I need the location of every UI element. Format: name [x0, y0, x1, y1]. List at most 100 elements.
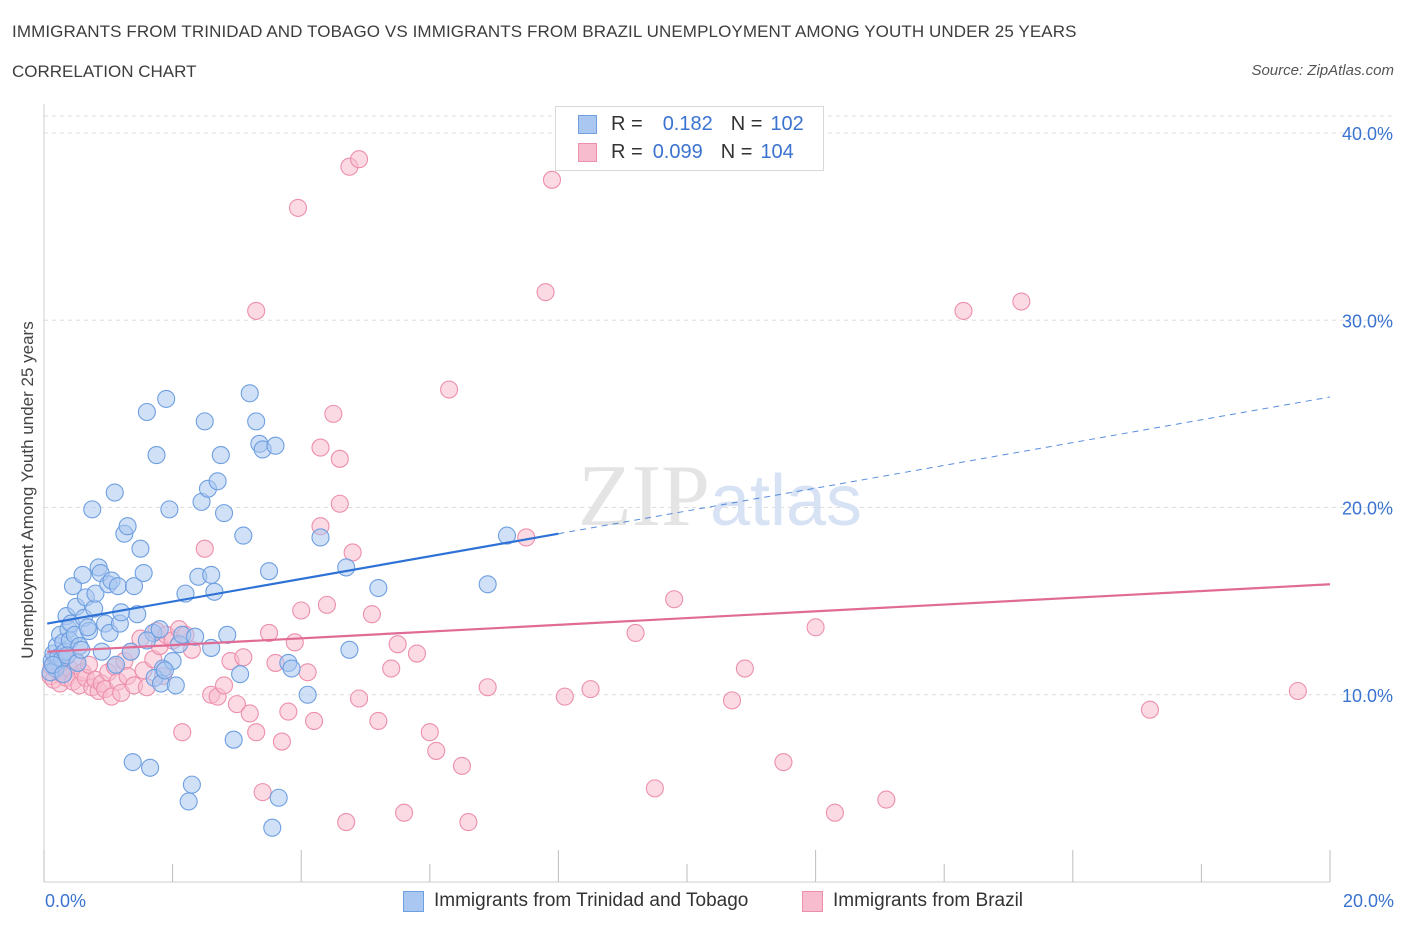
brazil-point: [806, 618, 825, 637]
brazil-point: [247, 723, 266, 742]
legend-row-trinidad: R = 0.182 N = 102: [578, 112, 804, 136]
trinidad-point: [157, 389, 176, 408]
legend-n-label: N =: [720, 140, 753, 163]
trinidad-point: [166, 676, 185, 695]
trinidad-point: [160, 500, 179, 519]
trinidad-point: [311, 528, 330, 547]
trinidad-point: [263, 818, 282, 837]
legend-r-value: 0.099: [652, 140, 703, 163]
legend-n-value: 102: [770, 112, 804, 135]
trinidad-point: [202, 565, 221, 584]
legend-r-label: R =: [611, 140, 643, 163]
brazil-point: [330, 494, 349, 513]
brazil-point: [259, 623, 279, 643]
x-tick-label-min: 0.0%: [45, 891, 87, 911]
trinidad-point: [105, 483, 124, 502]
y-tick-labels: 10.0% 20.0% 30.0% 40.0%: [1342, 124, 1393, 706]
trinidad-point: [123, 753, 142, 772]
brazil-point: [542, 170, 562, 189]
brazil-point: [555, 687, 574, 706]
trend-lines: [47, 396, 1331, 653]
brazil-point: [382, 659, 401, 678]
y-tick-label: 10.0%: [1342, 686, 1393, 706]
brazil-point: [774, 753, 793, 772]
legend-n-value: 104: [760, 140, 794, 163]
brazil-point: [173, 723, 192, 742]
trinidad-point: [269, 788, 288, 807]
trinidad-point: [186, 627, 205, 646]
trend-line-trinidad: [47, 532, 559, 625]
source-note: Source: ZipAtlas.com: [1251, 62, 1394, 79]
trinidad-point: [195, 412, 214, 431]
series-legend-trinidad: Immigrants from Trinidad and Tobago: [403, 890, 748, 912]
brazil-point: [452, 756, 472, 775]
trinidad-point: [205, 582, 224, 601]
brazil-point: [626, 623, 645, 643]
brazil-point: [395, 803, 414, 822]
trinidad-point: [108, 577, 127, 596]
legend-n-label: N =: [730, 112, 763, 135]
trinidad-point: [134, 563, 153, 583]
trinidad-point: [340, 640, 359, 659]
trinidad-point: [54, 665, 73, 684]
trinidad-point: [155, 661, 174, 680]
trinidad-point: [137, 402, 156, 422]
brazil-point: [247, 301, 266, 320]
brazil-point: [1288, 681, 1307, 701]
trinidad-point: [106, 655, 126, 674]
watermark: ZIPatlas: [578, 448, 862, 545]
brazil-point: [253, 783, 272, 802]
y-axis-label: Unemployment Among Youth under 25 years: [18, 321, 37, 659]
trinidad-point: [234, 526, 253, 545]
brazil-point: [350, 689, 369, 708]
brazil-point: [227, 695, 246, 714]
brazil-point: [877, 790, 896, 809]
trinidad-point: [208, 472, 227, 491]
brazil-point: [427, 741, 446, 760]
brazil-point: [722, 691, 742, 710]
brazil-point: [388, 635, 407, 654]
trinidad-point: [369, 578, 388, 598]
trinidad-point: [211, 446, 230, 465]
trinidad-point: [214, 504, 234, 523]
trinidad-point: [150, 620, 169, 639]
series-legend-swatch-trinidad: [403, 890, 424, 912]
trinidad-point: [83, 500, 102, 519]
series-trinidad-points: [41, 384, 517, 837]
axes: [43, 104, 1331, 883]
trinidad-point: [259, 562, 279, 581]
trinidad-point: [497, 526, 517, 545]
legend-r-value: 0.182: [662, 112, 713, 135]
chart-title: IMMIGRANTS FROM TRINIDAD AND TOBAGO VS I…: [12, 22, 1077, 41]
trend-line-trinidad-projection: [558, 396, 1331, 535]
brazil-point: [214, 676, 234, 695]
brazil-point: [330, 449, 349, 468]
series-legend: Immigrants from Trinidad and Tobago Immi…: [0, 890, 1406, 914]
trinidad-point: [247, 412, 266, 431]
brazil-point: [305, 711, 324, 731]
brazil-point: [369, 711, 388, 731]
brazil-point: [288, 198, 308, 217]
y-tick-label: 40.0%: [1342, 124, 1393, 144]
brazil-point: [825, 803, 844, 822]
brazil-point: [292, 601, 311, 620]
brazil-point: [285, 633, 304, 652]
trinidad-point: [478, 575, 497, 594]
chart-subtitle: CORRELATION CHART: [12, 62, 197, 81]
brazil-point: [234, 648, 253, 667]
brazil-point: [735, 659, 754, 678]
watermark-atlas: atlas: [710, 461, 862, 541]
brazil-point: [1140, 700, 1160, 719]
brazil-point: [337, 813, 356, 832]
brazil-point: [272, 732, 291, 751]
legend-r-label: R =: [611, 112, 643, 135]
trinidad-point: [73, 565, 92, 584]
brazil-point: [459, 813, 478, 832]
trend-line-brazil: [47, 583, 1331, 653]
trinidad-point: [128, 605, 147, 624]
brazil-point: [645, 779, 664, 798]
trinidad-point: [118, 517, 137, 536]
y-tick-label: 20.0%: [1342, 499, 1393, 519]
trinidad-point: [179, 792, 198, 811]
